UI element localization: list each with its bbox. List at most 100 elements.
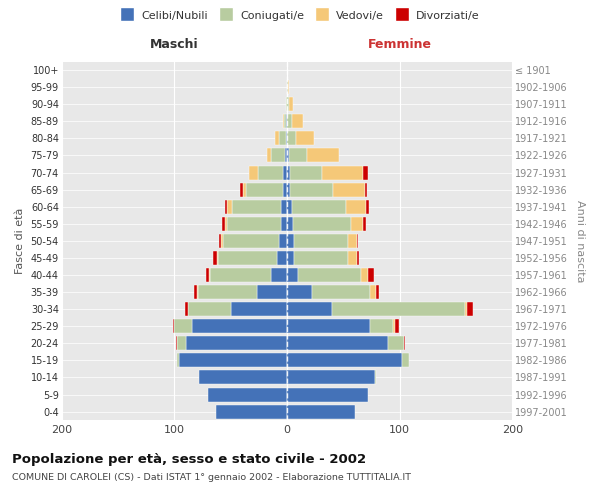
Bar xyxy=(348,234,357,248)
Y-axis label: Fasce di età: Fasce di età xyxy=(15,208,25,274)
Bar xyxy=(294,251,348,265)
Bar xyxy=(209,268,211,282)
Bar xyxy=(222,216,225,230)
Bar xyxy=(194,285,197,299)
Bar xyxy=(289,97,293,111)
Bar xyxy=(370,319,393,333)
Bar xyxy=(206,268,209,282)
Text: Maschi: Maschi xyxy=(150,38,199,52)
Bar xyxy=(287,268,298,282)
Bar xyxy=(283,166,287,179)
Bar xyxy=(287,388,368,402)
Bar xyxy=(290,166,322,179)
Bar xyxy=(287,336,388,350)
Bar xyxy=(175,319,193,333)
Bar xyxy=(286,114,287,128)
Bar xyxy=(402,354,409,368)
Bar xyxy=(296,132,314,145)
Bar xyxy=(287,251,294,265)
Bar xyxy=(220,234,221,248)
Bar xyxy=(287,370,375,384)
Y-axis label: Anni di nascita: Anni di nascita xyxy=(575,200,585,282)
Bar xyxy=(173,319,175,333)
Bar xyxy=(198,285,257,299)
Bar xyxy=(208,388,287,402)
Bar xyxy=(221,234,223,248)
Bar xyxy=(287,285,312,299)
Bar xyxy=(283,182,287,196)
Bar xyxy=(287,216,293,230)
Bar xyxy=(287,200,292,213)
Bar xyxy=(357,234,358,248)
Bar xyxy=(227,200,232,213)
Bar xyxy=(361,268,368,282)
Bar xyxy=(287,404,355,418)
Bar xyxy=(287,132,296,145)
Bar xyxy=(287,80,288,94)
Bar xyxy=(375,370,376,384)
Bar xyxy=(247,182,283,196)
Text: Popolazione per età, sesso e stato civile - 2002: Popolazione per età, sesso e stato civil… xyxy=(12,452,366,466)
Text: Femmine: Femmine xyxy=(368,38,432,52)
Bar xyxy=(212,251,217,265)
Bar xyxy=(388,336,404,350)
Bar xyxy=(284,114,286,128)
Bar xyxy=(216,404,287,418)
Bar xyxy=(465,302,467,316)
Bar xyxy=(362,166,368,179)
Bar xyxy=(240,182,243,196)
Bar xyxy=(366,200,370,213)
Bar xyxy=(197,285,198,299)
Bar xyxy=(225,200,227,213)
Bar xyxy=(185,336,287,350)
Bar xyxy=(223,234,279,248)
Bar xyxy=(289,148,307,162)
Bar xyxy=(362,216,366,230)
Bar xyxy=(243,182,247,196)
Bar xyxy=(357,251,359,265)
Bar xyxy=(292,200,346,213)
Bar xyxy=(287,319,370,333)
Bar xyxy=(283,114,284,128)
Bar xyxy=(258,166,283,179)
Bar xyxy=(298,268,361,282)
Bar xyxy=(257,285,287,299)
Bar xyxy=(271,268,287,282)
Bar xyxy=(286,97,287,111)
Bar xyxy=(404,336,406,350)
Bar xyxy=(365,182,367,196)
Bar xyxy=(467,302,473,316)
Bar xyxy=(188,302,231,316)
Bar xyxy=(279,234,287,248)
Bar xyxy=(231,302,287,316)
Bar xyxy=(288,80,289,94)
Bar xyxy=(199,370,287,384)
Bar xyxy=(249,166,258,179)
Bar xyxy=(287,97,289,111)
Bar xyxy=(225,216,227,230)
Bar xyxy=(287,302,332,316)
Bar xyxy=(271,148,285,162)
Bar xyxy=(279,132,286,145)
Bar xyxy=(176,336,185,350)
Bar xyxy=(393,319,395,333)
Bar xyxy=(293,216,351,230)
Bar xyxy=(281,216,287,230)
Bar xyxy=(332,302,465,316)
Bar xyxy=(290,182,333,196)
Bar xyxy=(287,354,402,368)
Bar xyxy=(227,216,281,230)
Bar xyxy=(287,166,290,179)
Bar xyxy=(217,251,218,265)
Legend: Celibi/Nubili, Coniugati/e, Vedovi/e, Divorziati/e: Celibi/Nubili, Coniugati/e, Vedovi/e, Di… xyxy=(116,6,484,26)
Text: COMUNE DI CAROLEI (CS) - Dati ISTAT 1° gennaio 2002 - Elaborazione TUTTITALIA.IT: COMUNE DI CAROLEI (CS) - Dati ISTAT 1° g… xyxy=(12,472,411,482)
Bar xyxy=(193,319,287,333)
Bar xyxy=(218,251,277,265)
Bar xyxy=(267,148,271,162)
Bar xyxy=(232,200,281,213)
Bar xyxy=(348,251,357,265)
Bar xyxy=(179,354,287,368)
Bar xyxy=(322,166,362,179)
Bar xyxy=(285,148,287,162)
Bar xyxy=(368,268,374,282)
